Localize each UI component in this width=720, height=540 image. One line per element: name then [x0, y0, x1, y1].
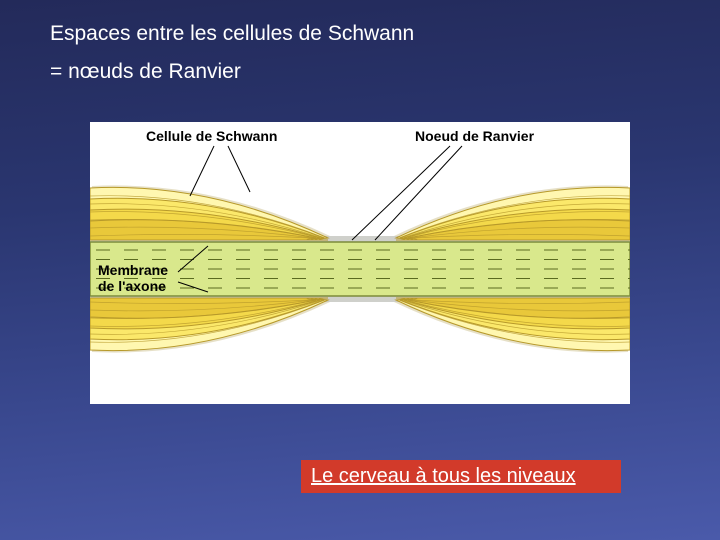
- title-line-1: Espaces entre les cellules de Schwann: [50, 22, 414, 46]
- label-axone-l2: de l'axone: [98, 278, 166, 294]
- label-axone-l1: Membrane: [98, 262, 168, 278]
- source-link-text: Le cerveau à tous les niveaux: [311, 465, 576, 488]
- ranvier-diagram: Cellule de Schwann Noeud de Ranvier Memb…: [90, 122, 630, 404]
- title-line-2: = nœuds de Ranvier: [50, 60, 241, 84]
- label-schwann: Cellule de Schwann: [146, 128, 277, 144]
- label-axone: Membrane de l'axone: [98, 262, 188, 294]
- source-link[interactable]: Le cerveau à tous les niveaux: [301, 460, 621, 493]
- label-ranvier: Noeud de Ranvier: [415, 128, 534, 144]
